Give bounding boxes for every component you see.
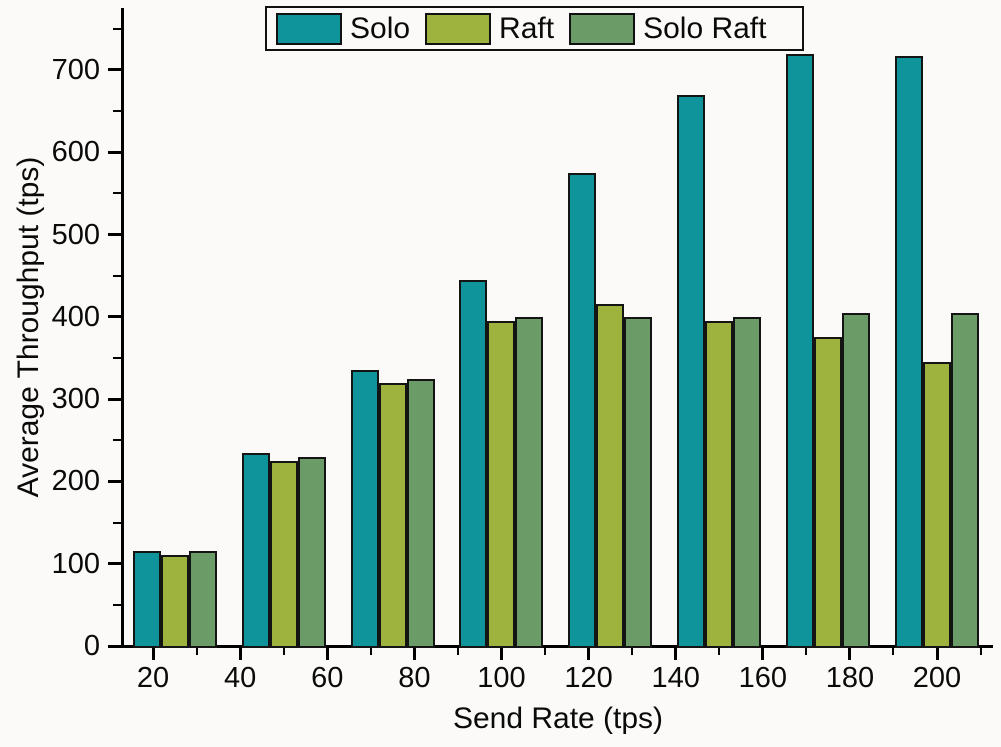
x-tick-label: 160 bbox=[738, 662, 787, 694]
bar-solo-raft bbox=[842, 312, 871, 648]
y-minor-tick bbox=[113, 521, 121, 524]
x-axis-title: Send Rate (tps) bbox=[452, 702, 664, 735]
bar-raft bbox=[596, 304, 625, 648]
y-minor-tick bbox=[113, 356, 121, 359]
bar-solo bbox=[568, 172, 597, 648]
x-tick-label: 60 bbox=[311, 662, 344, 694]
bar-raft bbox=[923, 362, 951, 648]
x-tick-label: 120 bbox=[564, 662, 613, 694]
x-tick-label: 100 bbox=[477, 662, 526, 694]
y-minor-tick bbox=[113, 439, 121, 442]
x-major-tick bbox=[587, 648, 591, 660]
x-tick-label: 140 bbox=[651, 662, 700, 694]
x-minor-tick bbox=[805, 648, 808, 655]
x-major-tick bbox=[761, 648, 765, 660]
bar-solo-raft bbox=[406, 378, 435, 648]
x-major-tick bbox=[848, 648, 852, 660]
x-minor-tick bbox=[718, 648, 721, 655]
y-tick-label: 700 bbox=[51, 53, 100, 86]
bar-raft bbox=[160, 555, 189, 648]
y-major-tick bbox=[108, 233, 121, 237]
legend-label: Solo Raft bbox=[643, 11, 767, 45]
x-major-tick bbox=[674, 648, 678, 660]
y-minor-tick bbox=[113, 603, 121, 606]
y-major-tick bbox=[108, 315, 121, 319]
y-tick-label: 300 bbox=[51, 383, 100, 416]
x-major-tick bbox=[499, 648, 503, 660]
x-tick-label: 180 bbox=[825, 662, 875, 694]
x-major-tick bbox=[325, 648, 329, 660]
bar-solo-raft bbox=[297, 456, 326, 648]
x-minor-tick bbox=[979, 648, 982, 655]
y-tick-label: 100 bbox=[51, 547, 100, 580]
bar-raft bbox=[487, 320, 516, 648]
y-major-tick bbox=[108, 562, 121, 566]
bar-solo-raft bbox=[951, 312, 979, 648]
y-minor-tick bbox=[113, 274, 121, 277]
x-major-tick bbox=[412, 648, 416, 660]
chart-legend: Solo Raft Solo Raft bbox=[265, 6, 805, 51]
y-major-tick bbox=[108, 68, 121, 72]
bar-solo bbox=[132, 551, 161, 648]
bar-solo bbox=[350, 370, 379, 648]
legend-label: Solo bbox=[350, 11, 411, 45]
legend-swatch-icon bbox=[276, 12, 342, 45]
x-minor-tick bbox=[282, 648, 285, 655]
y-major-tick bbox=[108, 644, 121, 648]
x-tick-label: 40 bbox=[223, 662, 257, 694]
x-tick-label: 20 bbox=[136, 662, 170, 694]
y-major-tick bbox=[108, 150, 121, 154]
y-minor-tick bbox=[113, 27, 121, 30]
legend-item: Raft bbox=[425, 12, 569, 46]
x-major-tick bbox=[238, 648, 242, 660]
y-major-tick bbox=[108, 479, 121, 483]
y-axis-title: Average Throughput (tps) bbox=[12, 156, 45, 498]
y-tick-label: 400 bbox=[51, 300, 100, 333]
x-major-tick bbox=[935, 648, 939, 660]
bar-raft bbox=[814, 337, 843, 648]
x-tick-label: 80 bbox=[398, 662, 431, 694]
bar-solo bbox=[895, 55, 923, 648]
y-tick-label: 0 bbox=[83, 630, 100, 662]
y-tick-label: 200 bbox=[51, 465, 100, 498]
y-major-tick bbox=[108, 397, 121, 401]
x-minor-tick bbox=[631, 648, 634, 655]
y-minor-tick bbox=[113, 110, 121, 113]
x-minor-tick bbox=[544, 648, 546, 655]
bar-raft bbox=[269, 460, 298, 648]
bar-raft bbox=[705, 320, 734, 648]
bar-solo-raft bbox=[733, 316, 762, 648]
x-minor-tick bbox=[456, 648, 459, 655]
bar-solo-raft bbox=[624, 316, 653, 648]
y-tick-label: 500 bbox=[51, 218, 100, 251]
bar-solo bbox=[459, 279, 488, 648]
legend-item: Solo bbox=[276, 12, 425, 46]
bar-solo bbox=[241, 452, 270, 648]
bar-solo bbox=[786, 53, 815, 648]
bar-raft bbox=[378, 382, 407, 648]
y-tick-label: 600 bbox=[51, 136, 100, 169]
bar-solo-raft bbox=[188, 551, 217, 648]
x-minor-tick bbox=[195, 648, 198, 655]
x-axis-line bbox=[121, 645, 993, 648]
x-tick-label: 200 bbox=[912, 662, 962, 694]
y-axis-line bbox=[121, 8, 124, 648]
x-minor-tick bbox=[369, 648, 372, 655]
legend-swatch-icon bbox=[569, 12, 636, 45]
legend-label: Raft bbox=[499, 11, 555, 45]
y-minor-tick bbox=[113, 192, 121, 195]
bar-solo bbox=[677, 94, 706, 648]
x-major-tick bbox=[151, 648, 155, 660]
legend-item: Solo Raft bbox=[569, 12, 766, 46]
legend-swatch-icon bbox=[425, 12, 492, 45]
x-minor-tick bbox=[892, 648, 895, 655]
bar-solo-raft bbox=[515, 316, 544, 648]
